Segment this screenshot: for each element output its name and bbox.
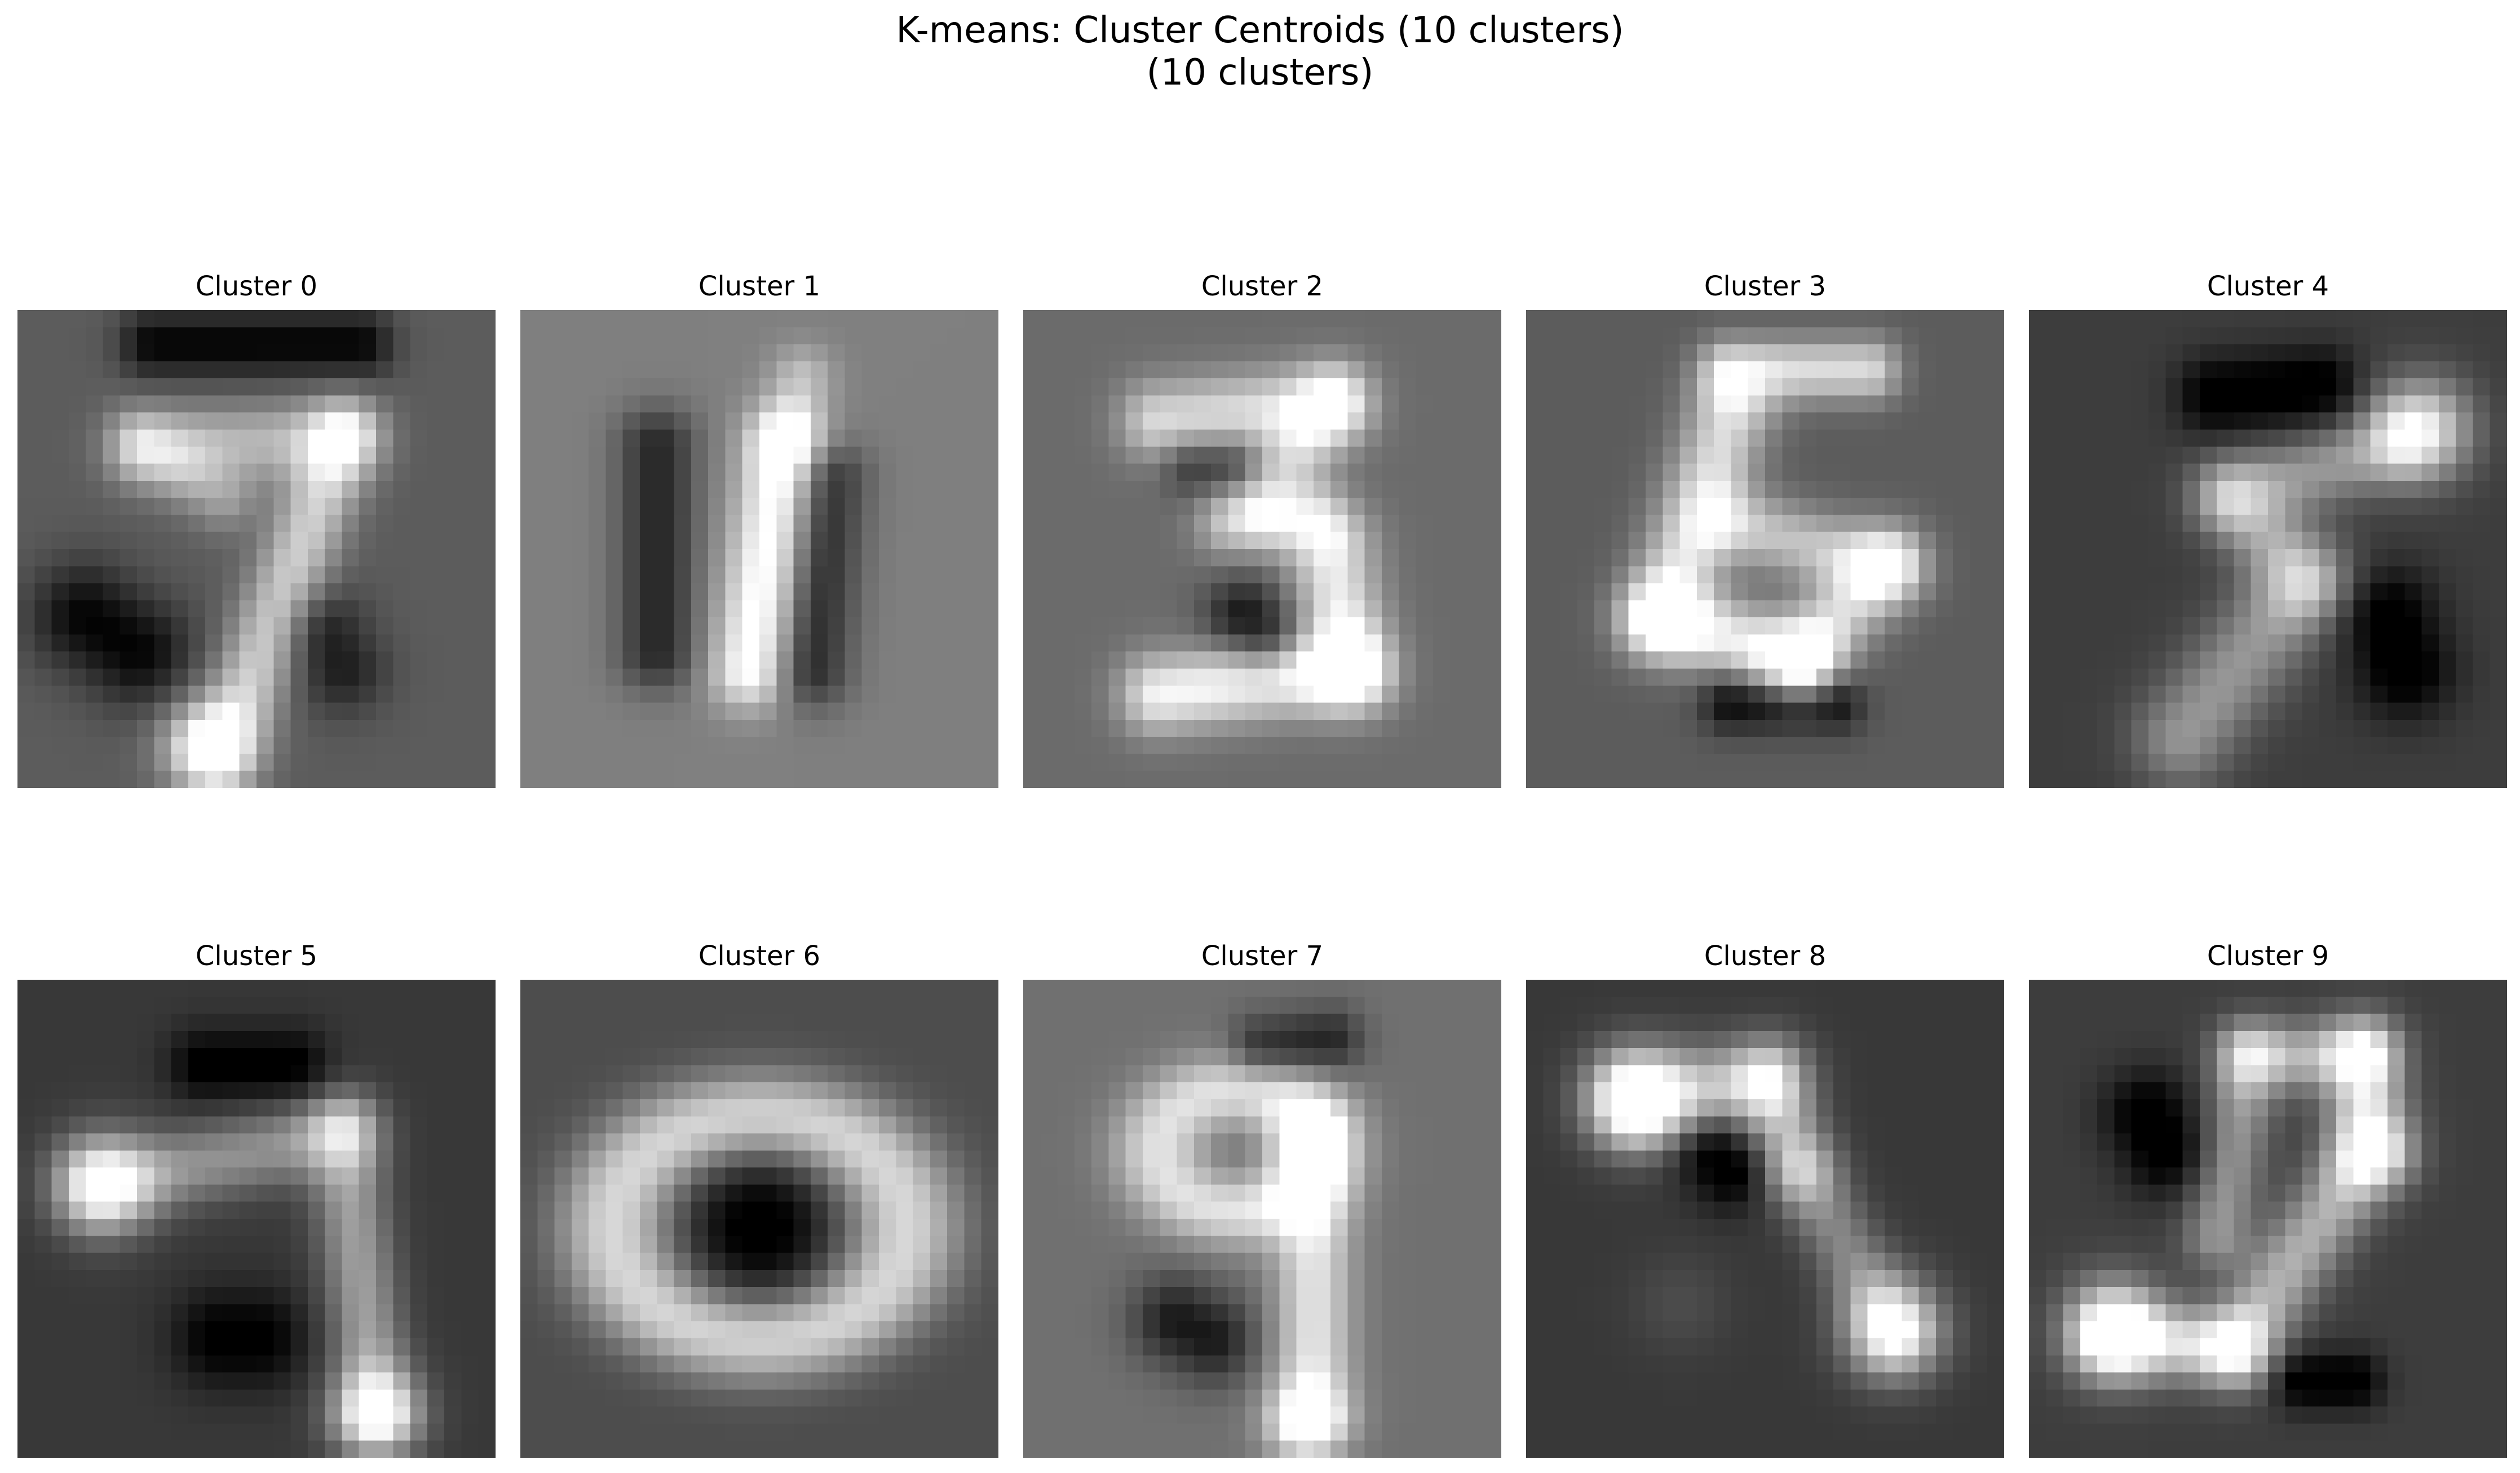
panel-title: Cluster 5 [195, 940, 318, 972]
centroid-image-1 [520, 310, 998, 788]
figure-title: K-means: Cluster Centroids (10 clusters) [896, 10, 1624, 51]
centroid-panel-0: Cluster 0 [17, 271, 496, 788]
panel-title: Cluster 0 [195, 271, 318, 302]
centroid-image-4 [2029, 310, 2507, 788]
centroid-panel-6: Cluster 6 [520, 940, 998, 1458]
centroid-image-3 [1526, 310, 2004, 788]
panel-title: Cluster 3 [1704, 271, 1827, 302]
centroid-panel-8: Cluster 8 [1526, 940, 2004, 1458]
centroid-image-5 [17, 980, 496, 1458]
panel-title: Cluster 8 [1704, 940, 1827, 972]
centroid-image-8 [1526, 980, 2004, 1458]
centroid-image-7 [1023, 980, 1501, 1458]
centroid-panel-9: Cluster 9 [2029, 940, 2507, 1458]
panel-title: Cluster 7 [1201, 940, 1324, 972]
centroid-panel-7: Cluster 7 [1023, 940, 1501, 1458]
centroid-image-9 [2029, 980, 2507, 1458]
panel-title: Cluster 1 [698, 271, 821, 302]
centroid-panel-4: Cluster 4 [2029, 271, 2507, 788]
centroid-image-0 [17, 310, 496, 788]
centroid-image-6 [520, 980, 998, 1458]
figure-subtitle: (10 clusters) [1146, 52, 1374, 94]
panel-title: Cluster 6 [698, 940, 821, 972]
centroid-panel-2: Cluster 2 [1023, 271, 1501, 788]
panel-title: Cluster 9 [2207, 940, 2329, 972]
panel-title: Cluster 4 [2207, 271, 2329, 302]
centroid-panel-5: Cluster 5 [17, 940, 496, 1458]
panel-title: Cluster 2 [1201, 271, 1324, 302]
centroid-image-2 [1023, 310, 1501, 788]
centroid-panel-1: Cluster 1 [520, 271, 998, 788]
centroid-panel-3: Cluster 3 [1526, 271, 2004, 788]
